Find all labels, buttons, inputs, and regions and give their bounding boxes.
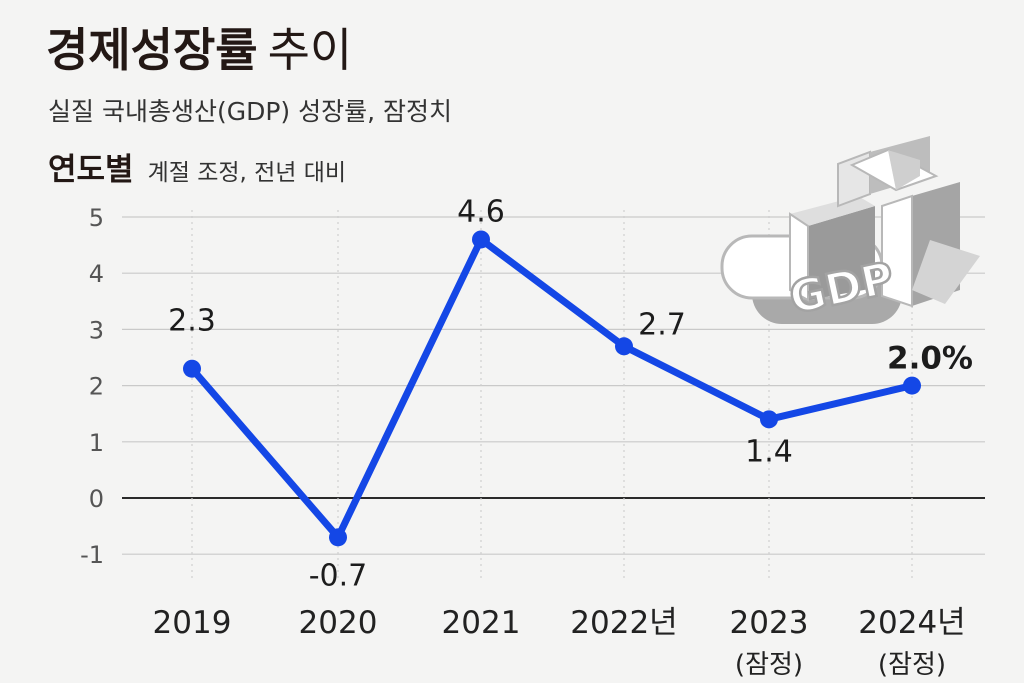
- x-tick-label: 2020: [299, 605, 378, 641]
- data-label: 4.6: [457, 194, 505, 229]
- y-tick-label: 2: [89, 373, 104, 401]
- y-tick-label: -1: [80, 541, 104, 569]
- chart-title: 경제성장률 추이: [46, 22, 352, 78]
- y-tick-label: 4: [89, 260, 104, 288]
- grid-layer: 5 4 3 2 1 0 -1 2019 2020 2021 2022년 2023 (잠정) 2024년 (잠…: [80, 204, 985, 680]
- chart-subtitle: 실질 국내총생산(GDP) 성장률, 잠정치: [48, 97, 452, 126]
- section-note: 계절 조정, 전년 대비: [147, 160, 347, 186]
- x-tick-label: 2021: [442, 605, 521, 641]
- data-point: [183, 359, 201, 378]
- data-label: -0.7: [309, 558, 368, 593]
- x-tick-label: 2019: [153, 605, 232, 641]
- data-label: 2.3: [168, 304, 216, 339]
- series-layer: [183, 230, 921, 547]
- y-tick-label: 0: [89, 485, 104, 513]
- section-label: 연도별: [48, 152, 134, 188]
- x-tick-label: 2024년 (잠정): [858, 605, 965, 680]
- data-point: [329, 528, 347, 547]
- y-tick-label: 3: [89, 316, 104, 344]
- chart-title-suffix: 추이: [267, 23, 353, 77]
- series-line: [188, 235, 916, 541]
- data-point: [903, 376, 921, 395]
- data-point: [472, 230, 490, 249]
- chart-section-heading: 연도별 계절 조정, 전년 대비: [48, 150, 346, 195]
- gdp-3d-arrow-icon: GDP: [720, 136, 980, 326]
- y-tick-label: 5: [89, 204, 104, 232]
- x-tick-label: 2022년: [570, 605, 677, 641]
- y-tick-label: 1: [89, 429, 104, 457]
- data-label: 2.7: [638, 307, 686, 342]
- x-tick-label: 2023 (잠정): [730, 605, 809, 680]
- data-point: [615, 337, 633, 356]
- data-label: 2.0%: [887, 341, 973, 377]
- data-point: [760, 410, 778, 429]
- data-label: 1.4: [745, 434, 793, 469]
- chart-title-main: 경제성장률: [46, 23, 258, 77]
- label-layer: 2.3 -0.7 4.6 2.7 1.4 2.0%: [168, 194, 973, 593]
